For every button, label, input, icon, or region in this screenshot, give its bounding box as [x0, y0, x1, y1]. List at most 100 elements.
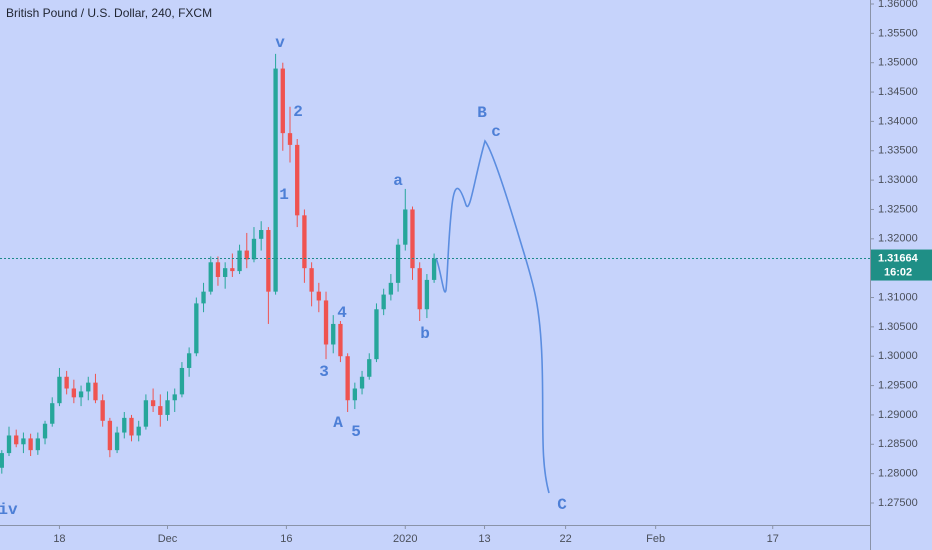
x-tick-label: 16	[280, 533, 292, 545]
candle-body	[179, 367, 185, 395]
candle-body	[280, 68, 285, 134]
candle-body	[287, 133, 293, 145]
candle-body	[345, 356, 350, 401]
candle-body	[215, 262, 221, 277]
y-tick-label: 1.33500	[878, 145, 918, 157]
candle-body	[302, 215, 307, 269]
y-tick-label: 1.35500	[878, 27, 918, 39]
candle-body	[50, 403, 55, 424]
y-tick-label: 1.36000	[878, 0, 918, 10]
candle-body	[0, 453, 4, 468]
y-tick-label: 1.33000	[878, 174, 918, 186]
y-tick-label: 1.32000	[878, 233, 918, 245]
wave-label: iv	[0, 501, 18, 519]
y-tick-label: 1.28500	[878, 438, 918, 450]
candle-body	[42, 423, 48, 439]
candle-body	[64, 376, 69, 389]
last-price-label: 1.31664	[878, 252, 919, 264]
candle-body	[273, 68, 278, 292]
last-price-box	[871, 249, 932, 281]
candle-body	[395, 244, 401, 283]
candle-body	[86, 382, 91, 392]
candle-body	[403, 209, 408, 245]
projection-path	[435, 139, 550, 494]
candle-body	[424, 279, 430, 310]
y-tick-label: 1.30500	[878, 321, 918, 333]
candle-body	[222, 268, 228, 277]
candle-body	[114, 432, 120, 451]
candle-body	[14, 435, 19, 445]
candle-body	[417, 268, 422, 310]
candle-body	[186, 353, 192, 368]
wave-label: 4	[337, 304, 347, 322]
x-tick-label: 13	[478, 533, 490, 545]
candle-body	[295, 144, 300, 216]
candle-body	[410, 209, 415, 269]
wave-label: 3	[319, 363, 329, 381]
candle-body	[129, 417, 134, 436]
y-tick-label: 1.35000	[878, 57, 918, 69]
candle-body	[136, 426, 141, 436]
candle-body	[374, 309, 379, 360]
y-tick-label: 1.29500	[878, 379, 918, 391]
x-tick-label: Dec	[158, 533, 178, 545]
wave-label: B	[477, 104, 487, 122]
candle-body	[143, 400, 149, 427]
candle-body	[93, 382, 98, 401]
x-tick-label: 17	[767, 533, 779, 545]
candle-body	[230, 268, 235, 272]
candle-body	[359, 376, 365, 389]
y-tick-label: 1.34500	[878, 86, 918, 98]
candle-body	[194, 303, 199, 354]
candle-body	[35, 438, 40, 451]
candle-body	[158, 406, 163, 415]
wave-label: C	[557, 496, 567, 514]
wave-label: a	[393, 172, 403, 190]
countdown-label: 16:02	[884, 266, 912, 278]
x-tick-label: 2020	[393, 533, 417, 545]
wave-label: 1	[279, 186, 289, 204]
candle-body	[244, 250, 249, 260]
candle-body	[381, 294, 386, 310]
wave-label: 2	[293, 103, 303, 121]
x-tick-label: Feb	[646, 533, 665, 545]
candle-body	[431, 258, 437, 280]
y-tick-label: 1.32500	[878, 203, 918, 215]
candle-body	[266, 230, 271, 292]
candle-body	[316, 291, 321, 301]
candle-body	[71, 388, 77, 398]
candle-body	[208, 262, 213, 292]
candle-body	[57, 376, 62, 404]
y-tick-label: 1.30000	[878, 350, 918, 362]
chart-title: British Pound / U.S. Dollar, 240, FXCM	[6, 6, 212, 20]
candle-body	[172, 394, 177, 401]
wave-label: 5	[351, 423, 361, 441]
candle-body	[78, 391, 84, 398]
candle-body	[165, 400, 170, 415]
y-tick-label: 1.27500	[878, 497, 918, 509]
candle-body	[6, 435, 12, 454]
y-tick-label: 1.34000	[878, 115, 918, 127]
candle-body	[122, 417, 127, 433]
wave-label: A	[333, 414, 343, 432]
candle-body	[331, 323, 336, 345]
y-tick-label: 1.31000	[878, 291, 918, 303]
candle-body	[107, 420, 113, 451]
candle-body	[309, 268, 314, 292]
candle-body	[21, 438, 26, 445]
candle-body	[352, 388, 358, 401]
candle-body	[150, 400, 156, 407]
candle-body	[237, 250, 242, 272]
candle-body	[338, 323, 343, 357]
x-tick-label: 22	[559, 533, 571, 545]
candle-body	[323, 300, 329, 345]
candle-body	[28, 438, 33, 451]
candle-body	[388, 282, 394, 295]
candle-body	[259, 230, 264, 239]
candle-body	[201, 291, 206, 304]
x-tick-label: 18	[53, 533, 65, 545]
wave-label: c	[491, 123, 501, 141]
candle-body	[251, 238, 257, 260]
